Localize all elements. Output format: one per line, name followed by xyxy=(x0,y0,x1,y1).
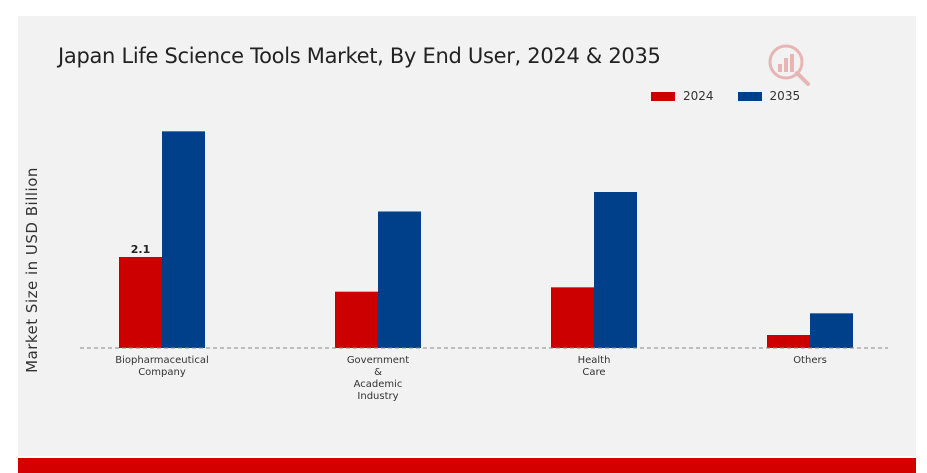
x-tick-label-1: Government & Academic Industry xyxy=(347,355,409,402)
bar-2024-3 xyxy=(767,335,810,348)
bar-2035-1 xyxy=(378,211,421,348)
bar-2035-0 xyxy=(162,131,205,348)
bar-2024-1 xyxy=(335,291,378,348)
x-tick-label-2: Health Care xyxy=(578,355,611,378)
x-tick-label-3: Others xyxy=(793,355,827,366)
bottom-accent-bar xyxy=(18,458,916,473)
legend-label-2024: 2024 xyxy=(683,89,714,103)
legend: 2024 2035 xyxy=(651,88,824,104)
chart-logo-icon xyxy=(764,40,812,88)
bar-2024-0 xyxy=(119,257,162,348)
bar-2035-2 xyxy=(594,192,637,348)
legend-swatch-2035 xyxy=(737,91,762,101)
bar-2035-3 xyxy=(810,313,853,348)
legend-item-2024: 2024 xyxy=(651,89,714,103)
x-tick-label-0: Biopharmaceutical Company xyxy=(115,355,208,378)
legend-swatch-2024 xyxy=(651,91,675,101)
chart-title: Japan Life Science Tools Market, By End … xyxy=(58,44,661,68)
bar-2024-2 xyxy=(551,287,594,348)
legend-item-2035: 2035 xyxy=(737,89,801,103)
legend-label-2035: 2035 xyxy=(769,89,801,103)
data-label-0: 2.1 xyxy=(131,243,151,256)
